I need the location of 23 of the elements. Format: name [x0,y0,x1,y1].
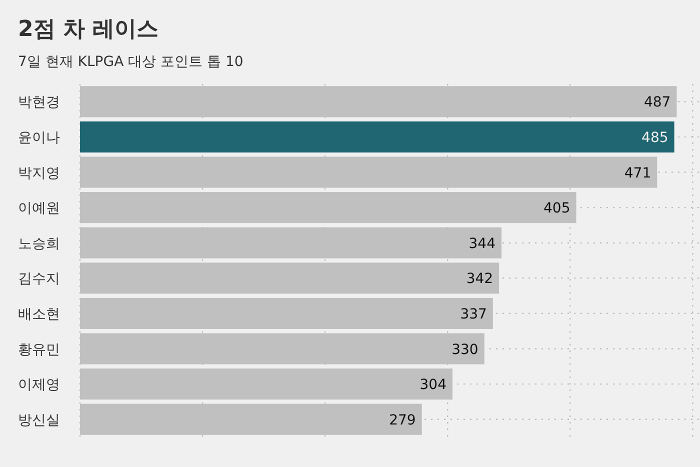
y-tick-label: 황유민 [18,342,60,358]
data-label: 485 [642,130,668,146]
data-label: 279 [389,412,416,428]
data-label: 471 [624,165,652,182]
chart-subtitle: 7일 현재 KLPGA 대상 포인트 톱 10 [18,54,244,70]
data-label: 304 [420,377,447,394]
y-tick-label: 방신실 [18,412,60,428]
y-tick-label: 윤이나 [18,130,60,146]
data-label: 405 [544,200,570,217]
chart-title: 2점 차 레이스 [18,17,159,42]
data-label: 487 [644,94,671,111]
y-tick-label: 노승희 [18,236,60,252]
y-tick-label: 박현경 [18,94,60,111]
y-tick-label: 이예원 [18,200,60,217]
bar [80,121,674,152]
y-tick-label: 배소현 [18,306,60,322]
data-label: 337 [460,306,487,322]
y-tick-label: 김수지 [18,271,60,288]
data-label: 342 [466,271,494,288]
y-tick-label: 이제영 [18,377,60,394]
data-label: 330 [452,342,478,358]
y-tick-label: 박지영 [18,165,60,182]
data-label: 344 [468,236,496,252]
